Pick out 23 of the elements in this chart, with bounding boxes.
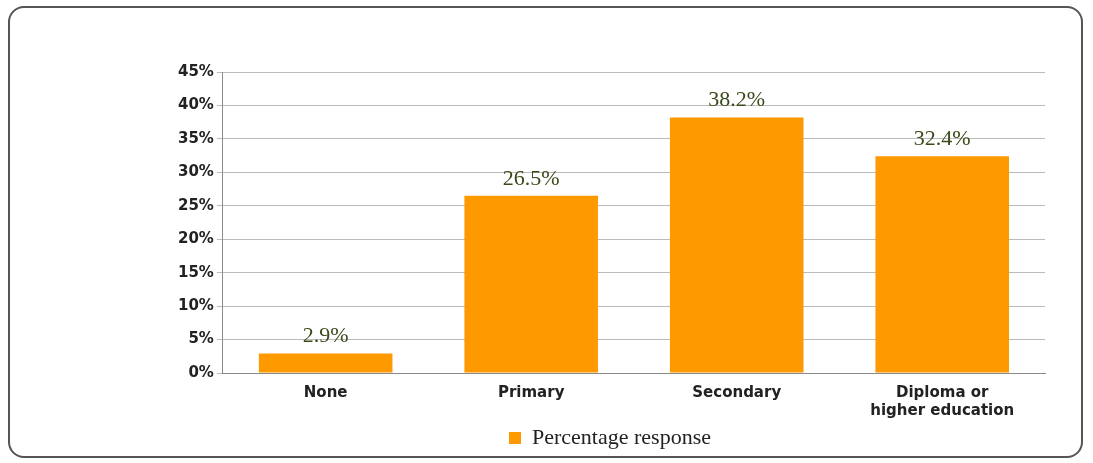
text: 32.4% bbox=[913, 125, 971, 151]
y-tick-label: 35% bbox=[178, 128, 214, 147]
y-tick-label: 15% bbox=[178, 262, 214, 281]
x-tick-label: Diploma or higher education bbox=[870, 382, 1015, 419]
y-tick-label: 5% bbox=[188, 329, 214, 348]
legend-label: Percentage response bbox=[532, 423, 711, 449]
text: 2.9% bbox=[302, 322, 349, 348]
bar bbox=[875, 156, 1010, 373]
x-tick-label: None bbox=[303, 382, 348, 401]
y-tick-label: 30% bbox=[178, 162, 214, 181]
bar bbox=[464, 195, 598, 373]
x-tick-label: Primary bbox=[497, 382, 565, 401]
text: 38.2% bbox=[708, 86, 766, 112]
x-tick-label: Secondary bbox=[692, 382, 782, 401]
y-tick-label: 10% bbox=[178, 296, 214, 314]
text: 26.5% bbox=[502, 164, 560, 190]
bar bbox=[258, 353, 393, 373]
y-tick-label: 25% bbox=[178, 195, 214, 214]
y-tick-label: 45% bbox=[178, 61, 214, 80]
bar bbox=[669, 117, 804, 373]
y-tick-label: 40% bbox=[178, 95, 214, 114]
y-tick-label: 20% bbox=[178, 229, 214, 248]
y-tick-label: 0% bbox=[188, 362, 214, 381]
